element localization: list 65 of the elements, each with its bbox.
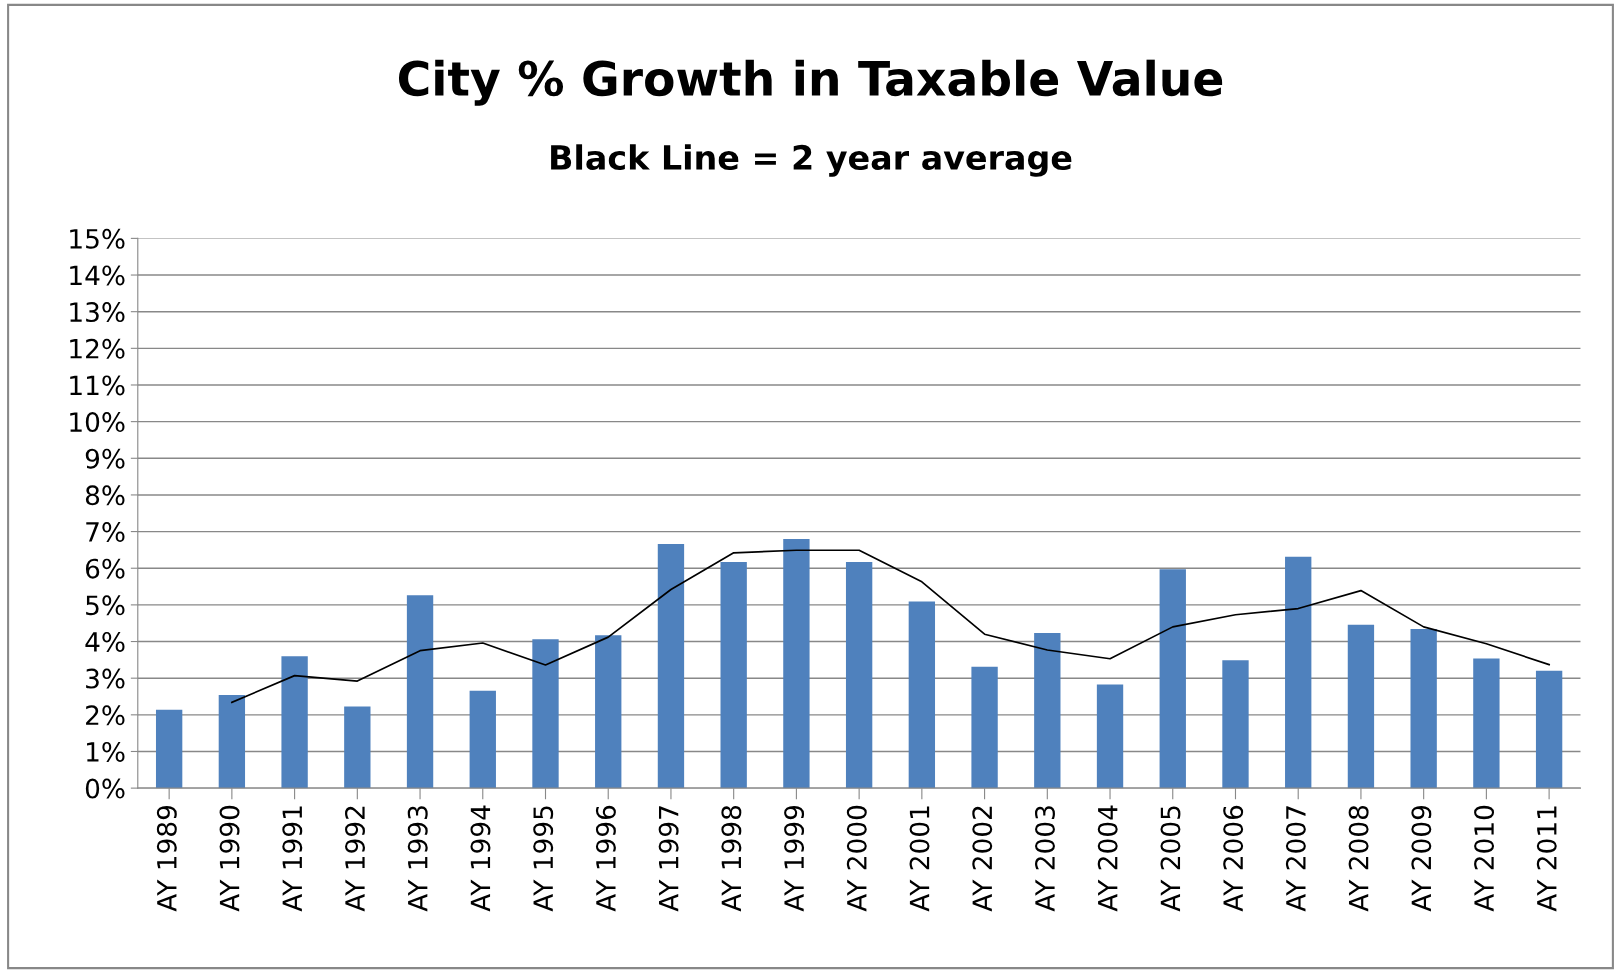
x-tick-label: AY 2000 <box>846 805 867 912</box>
bar <box>218 695 246 789</box>
y-tick-label: 3% <box>86 668 125 689</box>
bar <box>532 639 559 789</box>
bar <box>971 666 998 789</box>
y-tick-label: 7% <box>86 522 125 542</box>
bar <box>1473 658 1500 789</box>
bar <box>1222 660 1249 789</box>
y-tick-label: 0% <box>85 778 125 799</box>
x-tick-label: AY 1992 <box>345 806 365 912</box>
x-tick-label: AY 1995 <box>533 806 554 912</box>
x-tick-label: AY 1991 <box>282 806 303 912</box>
y-tick-label: 13% <box>70 302 125 323</box>
y-tick-label: 9% <box>85 448 125 469</box>
bar <box>155 709 183 789</box>
x-tick-label: AY 2009 <box>1411 805 1432 912</box>
x-tick-label: AY 1996 <box>595 805 616 912</box>
y-tick-label: 2% <box>86 705 125 726</box>
y-tick-label: 1% <box>87 741 125 762</box>
x-tick-label: AY 1993 <box>407 806 428 912</box>
chart-title: City % Growth in Taxable Value <box>398 59 1223 106</box>
bar <box>344 706 371 789</box>
y-tick-label: 5% <box>86 595 125 616</box>
y-tick-label: 11% <box>70 375 125 396</box>
bar <box>281 656 308 789</box>
x-tick-label: AY 2008 <box>1348 805 1369 912</box>
x-tick-label: AY 2002 <box>972 806 993 912</box>
bar <box>469 690 496 789</box>
x-tick-label: AY 1994 <box>470 805 491 912</box>
x-tick-label: AY 2005 <box>1160 806 1181 912</box>
x-tick-label: AY 1999 <box>784 805 805 912</box>
bar <box>657 544 685 789</box>
bar <box>406 595 434 789</box>
bar <box>1285 556 1312 789</box>
y-tick-label: 10% <box>70 412 125 433</box>
y-tick-label: 12% <box>70 338 125 359</box>
bar <box>783 538 810 789</box>
x-tick-label: AY 2007 <box>1285 806 1306 912</box>
x-tick-label: AY 2006 <box>1223 805 1244 912</box>
bar <box>908 601 936 789</box>
x-tick-label: AY 2003 <box>1035 806 1055 912</box>
bar <box>1347 624 1375 789</box>
bar <box>1410 629 1437 789</box>
x-tick-label: AY 1989 <box>156 805 177 912</box>
x-tick-label: AY 1990 <box>219 805 240 912</box>
chart-subtitle: Black Line = 2 year average <box>551 144 1072 177</box>
x-tick-label: AY 1997 <box>658 806 679 912</box>
bar <box>845 562 873 789</box>
y-tick-label: 6% <box>85 558 125 579</box>
bar <box>595 635 622 789</box>
bar <box>1535 670 1563 789</box>
y-tick-label: 4% <box>85 631 125 652</box>
bar <box>1096 684 1124 789</box>
x-tick-label: AY 2010 <box>1474 805 1495 912</box>
x-tick-label: AY 2001 <box>909 806 930 912</box>
x-tick-label: AY 1998 <box>721 805 742 912</box>
y-tick-label: 14% <box>70 265 125 286</box>
x-tick-label: AY 2011 <box>1536 806 1557 912</box>
y-tick-label: 15% <box>70 228 125 249</box>
bar <box>1159 569 1186 789</box>
y-tick-label: 8% <box>85 485 125 506</box>
line-series <box>231 549 1550 704</box>
bar <box>720 562 747 789</box>
x-tick-label: AY 2004 <box>1097 805 1118 912</box>
bar <box>1034 633 1061 789</box>
